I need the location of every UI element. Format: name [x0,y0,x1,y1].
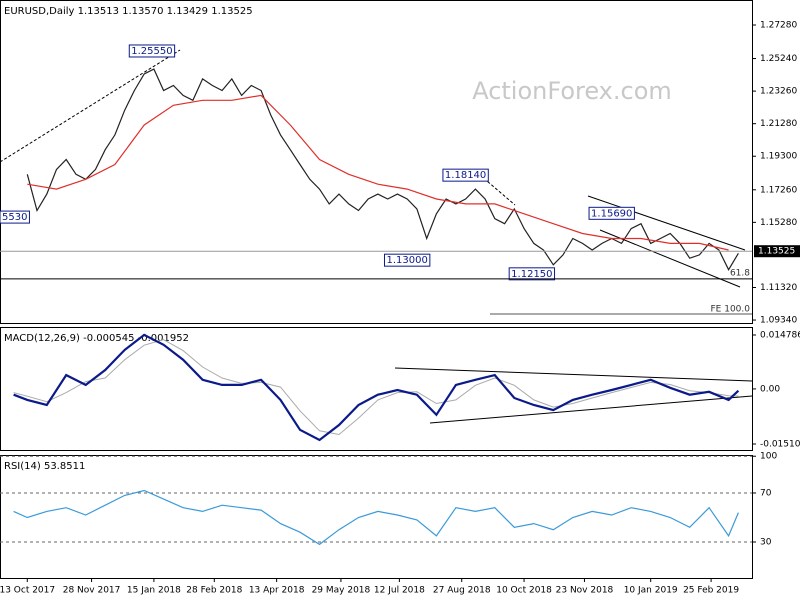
annotation-box [128,44,176,58]
y-tick-label: 1.09340 [760,316,797,326]
annotation-box [383,253,431,267]
series-line [26,68,739,271]
x-tick-label: 25 Feb 2019 [683,586,739,596]
x-tick-label: 15 Jan 2018 [127,586,181,596]
rsi-panel [0,455,753,579]
channel-line [599,229,741,288]
x-tick-label: 28 Nov 2017 [63,586,121,596]
y-tick-label: 0.00 [760,384,780,394]
price-panel [0,0,753,324]
y-tick-label: 1.17260 [760,185,797,195]
y-tick-label: 100 [760,452,777,462]
series-line [13,339,739,436]
annotation-box [508,267,556,281]
macd-trend-line [429,395,753,424]
annotation-label: 5530 [2,212,27,223]
x-tick-label: 29 May 2018 [312,586,371,596]
annotation-label: 1.13000 [386,255,427,266]
y-tick-label: 1.15280 [760,218,797,228]
x-tick-label: 10 Oct 2018 [496,586,552,596]
y-tick-label: 1.11320 [760,283,797,293]
y-tick-label: 1.27280 [760,20,797,30]
annotation-label: 1.15690 [591,208,632,219]
watermark: ActionForex.com [472,77,672,105]
x-tick-label: 28 Feb 2018 [186,586,242,596]
annotation-label: 1.25550 [131,46,172,57]
last-price-label: 1.13525 [758,247,795,257]
panel-title: MACD(12,26,9) -0.000545 -0.001952 [4,333,189,344]
y-tick-label: 70 [760,488,772,498]
series-line [27,94,729,251]
y-tick-label: 0.014786 [760,330,800,340]
y-tick-label: 1.25240 [760,54,797,64]
series-line [13,489,739,546]
annotation-label: 1.18140 [445,170,486,181]
annotation-box [0,210,30,224]
macd-trend-line [394,367,753,382]
y-tick-label: 1.23260 [760,87,797,97]
x-tick-label: 27 Aug 2018 [433,586,491,596]
annotation-box [588,206,635,220]
channel-line [587,195,746,251]
y-tick-label: 1.19300 [760,152,797,162]
y-tick-label: 1.21280 [760,119,797,129]
x-tick-label: 13 Apr 2018 [249,586,305,596]
x-tick-label: 23 Nov 2018 [556,586,614,596]
x-tick-label: 12 Jul 2018 [374,586,425,596]
panel-title: EURUSD,Daily 1.13513 1.13570 1.13429 1.1… [4,6,253,17]
annotation-box [442,168,489,182]
panel-title: RSI(14) 53.8511 [4,461,85,472]
annotation-label: 1.12150 [511,269,552,280]
y-tick-label: 30 [760,537,772,547]
fib-label: 61.8 [730,269,750,279]
trend-line [0,49,181,163]
last-price-box [754,245,800,258]
y-tick-label: -0.015107 [760,439,800,449]
macd-panel [0,327,753,451]
x-tick-label: 13 Oct 2017 [0,586,55,596]
series-line [13,333,740,442]
fe-label: FE 100.0 [711,305,751,315]
x-tick-label: 10 Jan 2019 [624,586,678,596]
